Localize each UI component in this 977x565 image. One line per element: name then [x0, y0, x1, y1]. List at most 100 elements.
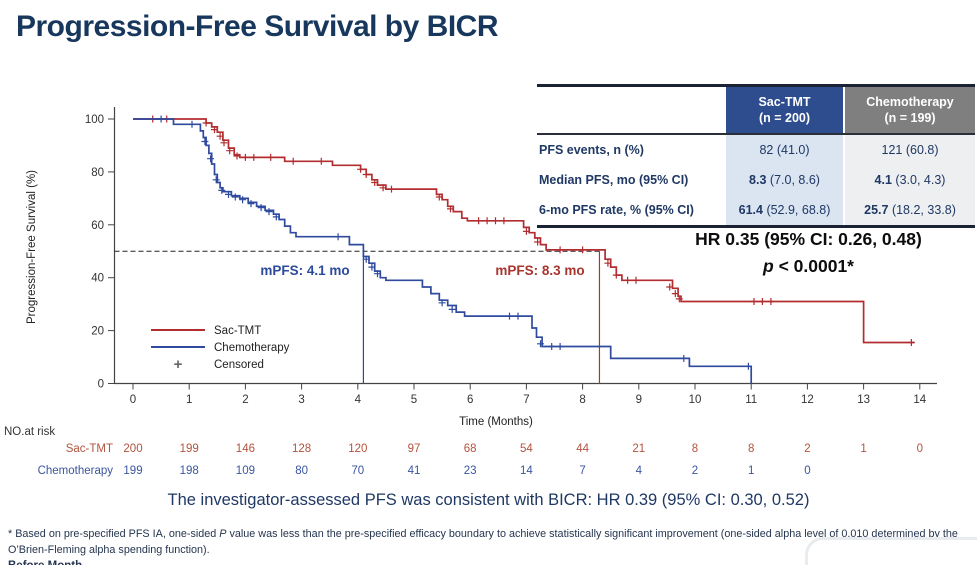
x-tick-label: 13	[857, 394, 870, 406]
x-tick-label: 2	[242, 394, 248, 406]
censor-mark	[202, 119, 210, 127]
footnote: * Based on pre-specified PFS IA, one-sid…	[8, 528, 958, 556]
legend-item-sac-tmt: Sac-TMT	[150, 322, 289, 339]
risk-count: 1	[860, 443, 867, 455]
x-tick-label: 0	[130, 394, 136, 406]
km-curve-sac-tmt	[133, 118, 915, 344]
censor-mark	[388, 185, 395, 193]
table-row: Median PFS, mo (95% CI) 8.3 (7.0, 8.6) 4…	[537, 165, 975, 195]
censor-mark	[357, 165, 365, 173]
risk-row-label-chemotherapy: Chemotherapy	[37, 465, 113, 477]
km-curve-chemotherapy	[133, 118, 753, 384]
sac-tmt-value: 82 (41.0)	[726, 135, 843, 165]
risk-count: 44	[576, 443, 589, 455]
x-axis-label: Time (Months)	[459, 416, 533, 428]
censor-mark	[624, 276, 632, 284]
x-tick-label: 1	[186, 394, 192, 406]
y-tick-label: 100	[85, 114, 104, 126]
risk-count: 80	[295, 465, 308, 477]
risk-count: 14	[519, 465, 533, 477]
sac-tmt-value: 8.3 (7.0, 8.6)	[726, 165, 843, 195]
risk-count: 2	[804, 443, 811, 455]
summary-table-corner-cell	[537, 87, 726, 133]
censor-mark	[744, 362, 752, 370]
censor-mark	[250, 153, 258, 161]
risk-count: 54	[519, 443, 533, 455]
censor-mark	[212, 176, 220, 184]
legend-label: Sac-TMT	[214, 324, 262, 337]
x-tick-label: 5	[411, 394, 417, 406]
censor-mark	[239, 196, 247, 204]
row-label: PFS events, n (%)	[539, 143, 644, 157]
censor-mark	[157, 115, 165, 123]
risk-count: 198	[179, 465, 199, 477]
y-tick-label: 0	[98, 379, 104, 391]
risk-count: 120	[348, 443, 368, 455]
x-tick-label: 12	[801, 394, 814, 406]
risk-count: 23	[463, 465, 477, 477]
censor-mark	[514, 312, 522, 320]
censor-mark	[379, 184, 387, 192]
censor-mark	[334, 233, 342, 241]
censor-mark	[492, 217, 499, 225]
risk-count: 41	[407, 465, 421, 477]
censor-mark	[374, 270, 381, 278]
risk-count: 0	[804, 465, 811, 477]
censor-mark	[632, 276, 640, 284]
censor-mark	[218, 186, 226, 194]
x-tick-label: 4	[355, 394, 362, 406]
risk-count: 8	[747, 443, 755, 455]
censor-mark	[548, 343, 556, 350]
y-axis-label: Progression-Free Survival (%)	[26, 169, 38, 325]
legend-label: Chemotherapy	[214, 341, 290, 354]
risk-count: 1	[747, 465, 755, 477]
risk-count: 199	[179, 443, 199, 455]
mpfs-chemo-annotation: mPFS: 4.1 mo	[260, 263, 350, 278]
chemo-header-name: Chemotherapy	[866, 94, 954, 109]
censor-mark	[483, 217, 491, 225]
risk-count: 200	[123, 443, 143, 455]
censor-mark	[475, 217, 483, 225]
censor-mark	[556, 343, 564, 350]
censor-mark	[612, 271, 620, 279]
censor-mark	[207, 155, 215, 163]
censor-mark	[522, 227, 530, 235]
censor-mark	[907, 339, 915, 346]
sac-tmt-header-name: Sac-TMT	[758, 94, 811, 109]
mpfs-sactmt-annotation: mPFS: 8.3 mo	[495, 263, 585, 278]
risk-count: 0	[916, 443, 923, 455]
legend-plus-icon: +	[173, 355, 183, 373]
censor-mark	[435, 193, 443, 201]
censor-mark	[265, 208, 273, 216]
row-label: Median PFS, mo (95% CI)	[539, 173, 689, 187]
p-value-text: p < 0.0001*	[763, 256, 854, 277]
risk-count: 128	[292, 443, 312, 455]
chemo-value: 121 (60.8)	[843, 135, 975, 165]
risk-count: 97	[407, 443, 421, 455]
legend-item-censored: + Censored	[150, 356, 289, 373]
risk-count: 68	[463, 443, 477, 455]
censor-mark	[675, 295, 683, 303]
sac-tmt-value: 61.4 (52.9, 68.8)	[726, 195, 843, 225]
table-row: 6-mo PFS rate, % (95% CI) 61.4 (52.9, 68…	[537, 195, 975, 225]
y-tick-label: 20	[91, 326, 104, 338]
summary-table: Sac-TMT (n = 200) Chemotherapy (n = 199)…	[537, 84, 975, 228]
x-tick-label: 11	[745, 394, 757, 406]
censor-mark	[289, 157, 297, 165]
consistency-statement: The investigator-assessed PFS was consis…	[167, 491, 810, 509]
censor-mark	[257, 204, 265, 212]
x-tick-label: 7	[523, 394, 529, 406]
censor-mark	[201, 138, 209, 145]
censor-mark	[272, 213, 280, 221]
censor-mark	[211, 126, 218, 134]
y-tick-label: 60	[91, 220, 104, 232]
censor-mark	[534, 238, 542, 246]
censor-mark	[371, 179, 379, 186]
table-row: PFS events, n (%) 82 (41.0) 121 (60.8)	[537, 135, 975, 165]
censor-mark	[247, 200, 255, 208]
risk-count: 146	[235, 443, 255, 455]
censor-mark	[767, 298, 775, 305]
x-tick-label: 6	[467, 394, 473, 406]
hazard-ratio-text: HR 0.35 (95% CI: 0.26, 0.48)	[695, 229, 922, 249]
